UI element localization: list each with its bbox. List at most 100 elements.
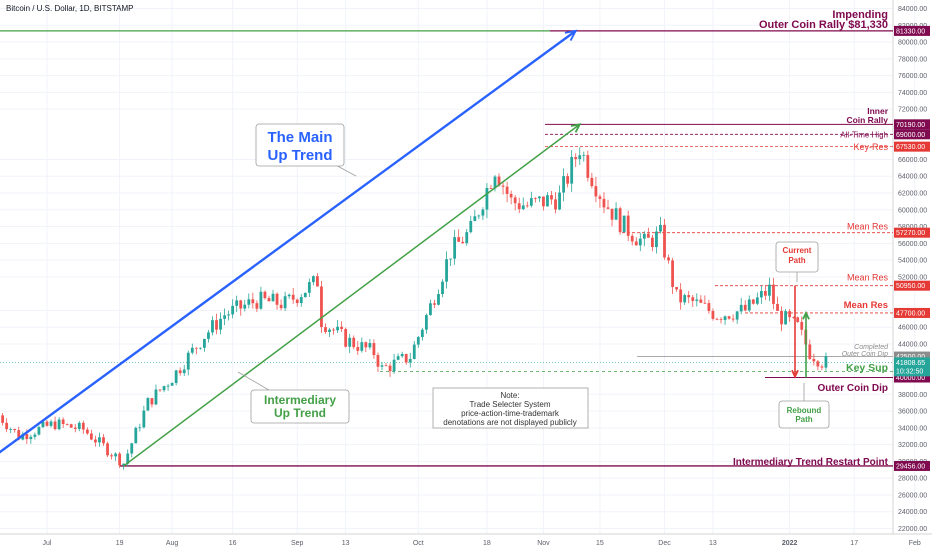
candle-body [453, 237, 457, 259]
note-line3: price-action-time-trademark [461, 409, 560, 418]
current-path-arrowhead [791, 369, 799, 379]
candle-body [703, 302, 707, 304]
candle-body [687, 295, 691, 298]
candle-body [582, 155, 586, 156]
main-up-trend-line [0, 29, 577, 454]
candle-body [614, 208, 618, 220]
y-tick-label: 60000.00 [898, 207, 927, 214]
candle-body [126, 453, 130, 464]
candle-body [784, 311, 787, 325]
candle-body [9, 428, 13, 430]
candle-body [53, 421, 57, 430]
candle-body [41, 421, 45, 428]
candle-body [497, 176, 501, 186]
y-tick-label: 64000.00 [898, 174, 927, 181]
candle-body [1, 415, 5, 423]
candle-body [61, 419, 65, 425]
x-tick-label: Oct [413, 540, 424, 547]
candle-body [190, 347, 194, 353]
y-tick-label: 26000.00 [898, 492, 927, 499]
inner-coin-rally-line2: Coin Rally [846, 115, 888, 125]
candle-body [667, 257, 670, 261]
rebound-path-box [778, 400, 830, 429]
candle-body [186, 352, 190, 370]
candle-body [723, 316, 727, 320]
candle-body [207, 332, 210, 339]
candle-body [812, 358, 816, 362]
x-tick-label: 13 [709, 540, 717, 547]
candle-body [122, 463, 126, 466]
x-tick-label: 17 [850, 540, 858, 547]
candle-body [638, 238, 642, 246]
candle-body [525, 205, 529, 207]
candle-body [606, 207, 610, 209]
price-tag-background [894, 227, 930, 238]
candle-body [307, 282, 311, 293]
price-tag-background [894, 307, 930, 318]
candle-body [630, 235, 634, 242]
mean-res-label-2: Mean Res [847, 273, 889, 283]
y-tick-label: 54000.00 [898, 258, 927, 265]
candle-body [94, 439, 97, 443]
candle-body [404, 353, 408, 363]
candle-body [134, 427, 138, 444]
candle-body [768, 284, 771, 296]
candle-body [98, 437, 101, 443]
note-box [432, 387, 589, 429]
y-tick-label: 76000.00 [898, 73, 927, 80]
candle-body [477, 215, 481, 217]
candle-body [324, 327, 327, 332]
candle-body [25, 434, 29, 440]
candle-body [146, 398, 150, 411]
candle-body [755, 297, 759, 304]
candle-body [138, 427, 142, 429]
main-up-trend-arrowhead [564, 29, 578, 42]
candle-body [586, 155, 590, 178]
candle-body [150, 398, 154, 405]
candle-body [485, 188, 489, 210]
candle-body [751, 299, 755, 304]
candle-body [110, 455, 113, 457]
candle-body [433, 303, 436, 305]
candle-body [461, 241, 465, 244]
time-axis-labels: Jul 19 Aug 16 Sep 13 Oct 18 Nov 15 Dec 13 2022 17 Feb [43, 540, 921, 547]
price-tag-label: 57270.00 [896, 230, 925, 237]
candle-body [679, 289, 683, 303]
candle-body [65, 424, 69, 425]
price-tag-label: 69000.00 [896, 132, 925, 139]
candle-body [408, 359, 412, 363]
candles [1, 147, 828, 470]
y-tick-label: 24000.00 [898, 509, 927, 516]
candle-body [279, 304, 283, 309]
candle-body [562, 176, 566, 193]
main-trend-label-line1: The Main [267, 129, 332, 146]
price-axis-labels: 84000.0082000.0080000.0078000.0076000.00… [894, 6, 930, 533]
candle-body [255, 303, 259, 309]
candle-body [691, 297, 695, 301]
candle-body [194, 347, 198, 349]
y-tick-label: 32000.00 [898, 442, 927, 449]
candle-body [57, 419, 61, 430]
key-sup-label: Key Sup [846, 362, 888, 374]
candle-body [223, 315, 226, 319]
price-tag-background [894, 372, 930, 383]
rebound-path-arrowhead [802, 310, 810, 320]
candle-body [360, 342, 364, 351]
candle-body [178, 370, 182, 374]
x-tick-label: Jul [43, 540, 52, 547]
candle-body [642, 233, 646, 239]
y-tick-label: 52000.00 [898, 274, 927, 281]
current-path-label-line2: Path [788, 256, 805, 265]
candle-body [29, 436, 33, 440]
candle-body [166, 385, 170, 387]
candle-body [13, 428, 17, 431]
candle-body [449, 258, 452, 260]
candle-body [646, 233, 650, 238]
candle-body [655, 231, 658, 248]
x-tick-label: Aug [166, 540, 179, 547]
candle-body [719, 319, 723, 321]
candle-body [473, 216, 477, 222]
path-arrows [791, 285, 810, 379]
candle-body [368, 343, 372, 348]
